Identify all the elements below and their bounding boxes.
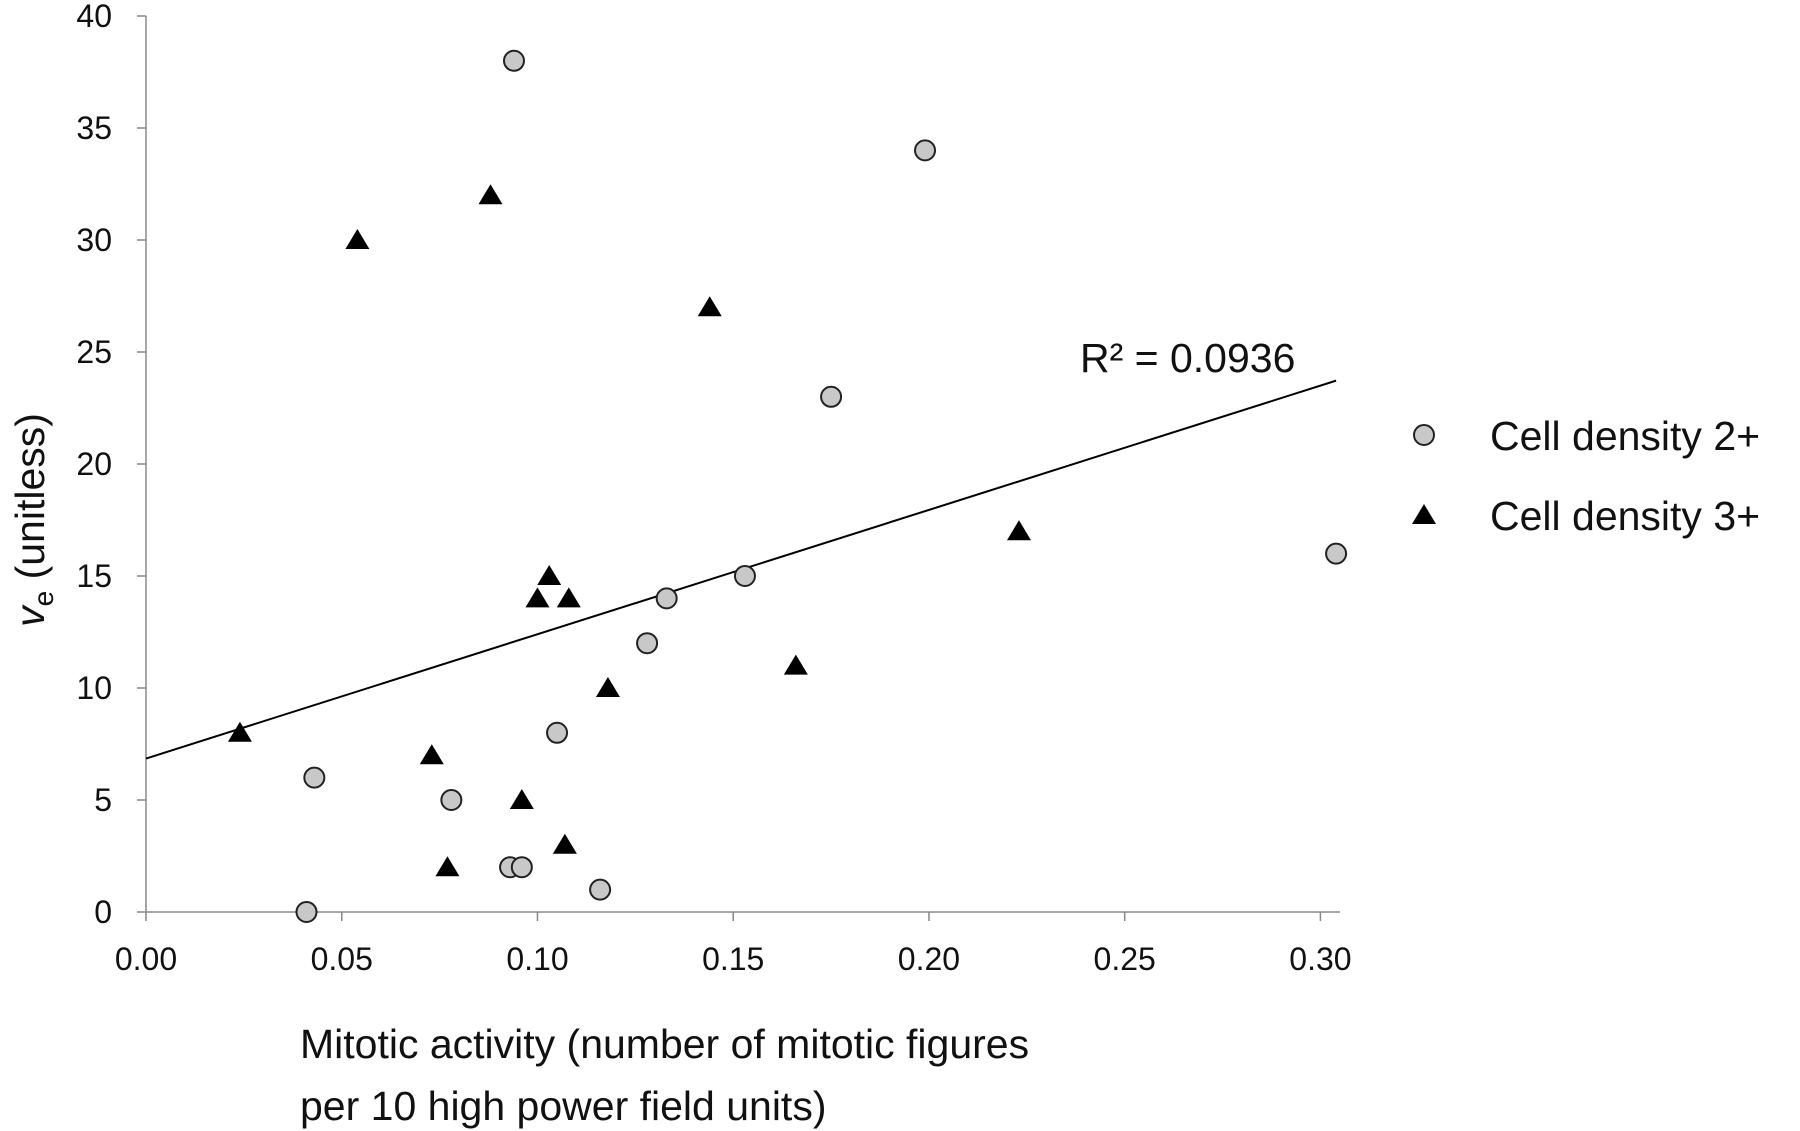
data-point-triangle — [345, 229, 370, 249]
y-tick-label: 30 — [76, 222, 112, 258]
x-tick-label: 0.25 — [1094, 941, 1156, 977]
data-point-triangle — [478, 184, 503, 205]
y-tick-label: 5 — [94, 782, 112, 818]
y-tick-label: 20 — [76, 446, 112, 482]
data-point-triangle — [227, 721, 252, 742]
x-tick-label: 0.05 — [311, 941, 373, 977]
data-point-triangle — [419, 744, 444, 765]
legend: Cell density 2+ Cell density 3+ — [1412, 413, 1760, 539]
data-points — [227, 49, 1348, 923]
y-tick-label: 0 — [94, 894, 112, 930]
legend-label-cell-density-3: Cell density 3+ — [1490, 493, 1760, 539]
data-point-circle — [546, 721, 569, 744]
data-point-triangle — [509, 789, 534, 809]
data-point-circle — [914, 139, 937, 162]
data-point-triangle — [552, 833, 577, 854]
x-tick-label: 0.00 — [115, 941, 177, 977]
y-tick-label: 40 — [76, 0, 112, 34]
y-tick-label: 15 — [76, 558, 112, 594]
data-point-circle — [820, 385, 843, 408]
x-axis-title-line-1: Mitotic activity (number of mitotic figu… — [300, 1021, 1029, 1067]
data-point-triangle — [595, 677, 620, 697]
data-point-circle — [733, 565, 756, 587]
data-point-triangle — [537, 565, 562, 585]
y-axis-subscript: e — [28, 591, 59, 607]
y-ticks: 0 5 10 15 20 25 30 35 40 — [76, 0, 146, 930]
legend-item-cell-density-3: Cell density 3+ — [1412, 493, 1760, 539]
trendline-group: R² = 0.0936 — [145, 335, 1337, 760]
data-point-circle — [440, 789, 463, 811]
x-tick-label: 0.15 — [702, 941, 764, 977]
x-ticks: 0.00 0.05 0.10 0.15 0.20 0.25 0.30 — [115, 912, 1352, 977]
x-tick-label: 0.20 — [898, 941, 960, 977]
y-tick-label: 10 — [76, 670, 112, 706]
legend-item-cell-density-2: Cell density 2+ — [1413, 413, 1760, 459]
data-point-circle — [303, 766, 326, 789]
data-point-triangle — [697, 296, 722, 317]
data-point-circle — [502, 49, 525, 72]
y-axis-title: ve (unitless) — [7, 413, 59, 627]
x-axis-title-line-2: per 10 high power field units) — [300, 1083, 826, 1129]
y-tick-label: 25 — [76, 334, 112, 370]
r-squared-annotation: R² = 0.0936 — [1080, 335, 1295, 381]
legend-marker-circle — [1413, 424, 1435, 446]
x-tick-label: 0.10 — [506, 941, 568, 977]
data-point-circle — [636, 632, 659, 655]
y-axis-unit: (unitless) — [7, 413, 53, 591]
data-point-circle — [1325, 542, 1348, 565]
data-point-circle — [655, 587, 678, 610]
data-point-circle — [510, 856, 533, 879]
legend-marker-triangle — [1412, 504, 1436, 524]
y-tick-label: 35 — [76, 110, 112, 146]
legend-label-cell-density-2: Cell density 2+ — [1490, 413, 1760, 459]
data-point-triangle — [525, 587, 550, 608]
data-point-triangle — [1006, 520, 1031, 541]
data-point-triangle — [783, 654, 808, 675]
x-tick-label: 0.30 — [1289, 941, 1351, 977]
data-point-circle — [295, 901, 318, 923]
data-point-circle — [589, 878, 612, 901]
y-axis-symbol: v — [7, 604, 53, 627]
data-point-triangle — [556, 587, 581, 608]
data-point-triangle — [435, 856, 460, 877]
